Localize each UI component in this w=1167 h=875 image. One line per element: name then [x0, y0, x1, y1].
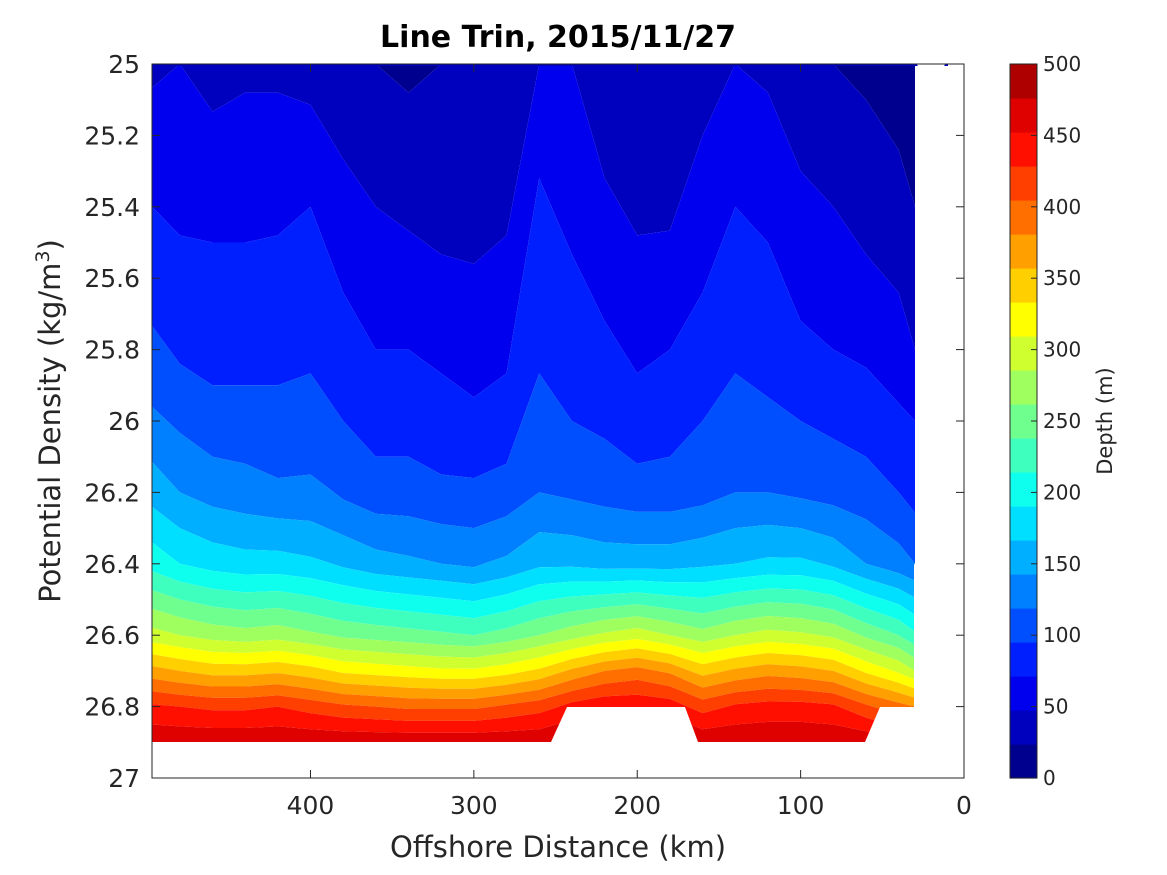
colorbar-tick-label: 200	[1043, 480, 1081, 504]
x-axis: 400 300 200 100 0	[287, 64, 972, 820]
y-axis: 25 25.2 25.4 25.6 25.8 26 26.2 26.4 26.6 26.8 27	[84, 50, 964, 793]
chart-title: Line Trin, 2015/11/27	[380, 20, 736, 55]
colorbar-segment	[1010, 608, 1037, 643]
y-tick-label: 25.4	[84, 193, 140, 222]
colorbar-segment	[1010, 132, 1037, 167]
colorbar-segment	[1010, 438, 1037, 473]
y-tick-label: 26	[108, 407, 140, 436]
y-tick-label: 27	[108, 764, 140, 793]
y-tick-label: 25.8	[84, 336, 140, 365]
contour-band-200-225	[152, 542, 915, 632]
contour-band-175-200	[152, 506, 915, 615]
y-tick-label: 25	[108, 50, 140, 79]
colorbar-tick-label: 50	[1043, 695, 1068, 719]
colorbar-segment	[1010, 744, 1037, 779]
y-tick-label: 26.2	[84, 478, 140, 507]
contour-bands	[152, 64, 964, 743]
x-tick-label: 100	[777, 791, 825, 820]
no-data-region-top-right	[917, 64, 945, 100]
x-tick-label: 400	[287, 791, 335, 820]
y-tick-label: 25.6	[84, 264, 140, 293]
x-axis-label: Offshore Distance (km)	[390, 830, 726, 864]
no-data-region-bottom-center	[551, 707, 698, 742]
no-data-regions	[152, 64, 964, 778]
colorbar	[1010, 64, 1037, 779]
colorbar-segment	[1010, 506, 1037, 541]
colorbar-segment	[1010, 234, 1037, 269]
contour-band-350-375	[152, 648, 915, 698]
colorbar-segment	[1010, 336, 1037, 371]
y-axis-label-superscript: 3	[32, 250, 54, 262]
x-tick-label: 200	[613, 791, 661, 820]
colorbar-tick-label: 350	[1043, 266, 1081, 290]
no-data-region-bottom-right	[865, 707, 914, 742]
no-data-region-nearshore	[914, 207, 964, 742]
y-axis-label-close: )	[33, 239, 67, 250]
colorbar-segment	[1010, 166, 1037, 201]
contour-band-300-325	[152, 627, 915, 680]
colorbar-segment	[1010, 302, 1037, 337]
contour-band-450-475	[152, 694, 915, 743]
contour-band-250-275	[152, 590, 915, 659]
colorbar-segment	[1010, 64, 1037, 99]
y-tick-label: 26.6	[84, 621, 140, 650]
contour-band-25-50	[152, 64, 915, 350]
contour-band-375-400	[152, 657, 915, 707]
contour-band-125-150	[152, 406, 915, 581]
colorbar-segment	[1010, 540, 1037, 575]
no-data-region-right-edge	[948, 64, 964, 210]
colorbar-tick-label: 500	[1043, 52, 1081, 76]
colorbar-segment	[1010, 642, 1037, 677]
contour-band-275-300	[152, 608, 915, 671]
colorbar-tick-label: 0	[1043, 766, 1056, 790]
contour-band-225-250	[152, 571, 915, 646]
colorbar-segment	[1010, 574, 1037, 609]
colorbar-tick-label: 300	[1043, 338, 1081, 362]
colorbar-tick-label: 450	[1043, 123, 1081, 147]
y-tick-label: 25.2	[84, 121, 140, 150]
colorbar-segment	[1010, 98, 1037, 133]
contour-band-100-125	[152, 325, 915, 564]
colorbar-label: Depth (m)	[1093, 367, 1117, 474]
y-axis-label-main: Potential Density (kg/m	[33, 263, 67, 603]
x-tick-label: 300	[450, 791, 498, 820]
contour-band-150-175	[152, 461, 915, 598]
colorbar-ticks: 0 50 100 150 200 250 300 350 400 450 500	[1031, 52, 1081, 790]
no-data-region-bottom	[152, 742, 964, 778]
contour-band-475-500	[152, 712, 915, 743]
colorbar-segment	[1010, 472, 1037, 507]
colorbar-segment	[1010, 200, 1037, 235]
colorbar-segment	[1010, 268, 1037, 303]
colorbar-segment	[1010, 370, 1037, 405]
contour-band-425-450	[152, 679, 915, 733]
y-axis-label: Potential Density (kg/m3)	[32, 239, 67, 603]
contour-band-75-100	[152, 178, 915, 513]
colorbar-tick-label: 100	[1043, 623, 1081, 647]
colorbar-tick-label: 250	[1043, 409, 1081, 433]
y-tick-label: 26.8	[84, 693, 140, 722]
colorbar-segment	[1010, 710, 1037, 745]
x-tick-label: 0	[956, 791, 972, 820]
colorbar-segment	[1010, 676, 1037, 711]
y-tick-label: 26.4	[84, 550, 140, 579]
colorbar-tick-label: 400	[1043, 195, 1081, 219]
contour-band-cap	[152, 64, 964, 66]
contour-band-50-75	[152, 64, 915, 421]
contour-band-400-425	[152, 667, 915, 720]
contour-band-325-350	[152, 639, 915, 689]
colorbar-tick-label: 150	[1043, 552, 1081, 576]
